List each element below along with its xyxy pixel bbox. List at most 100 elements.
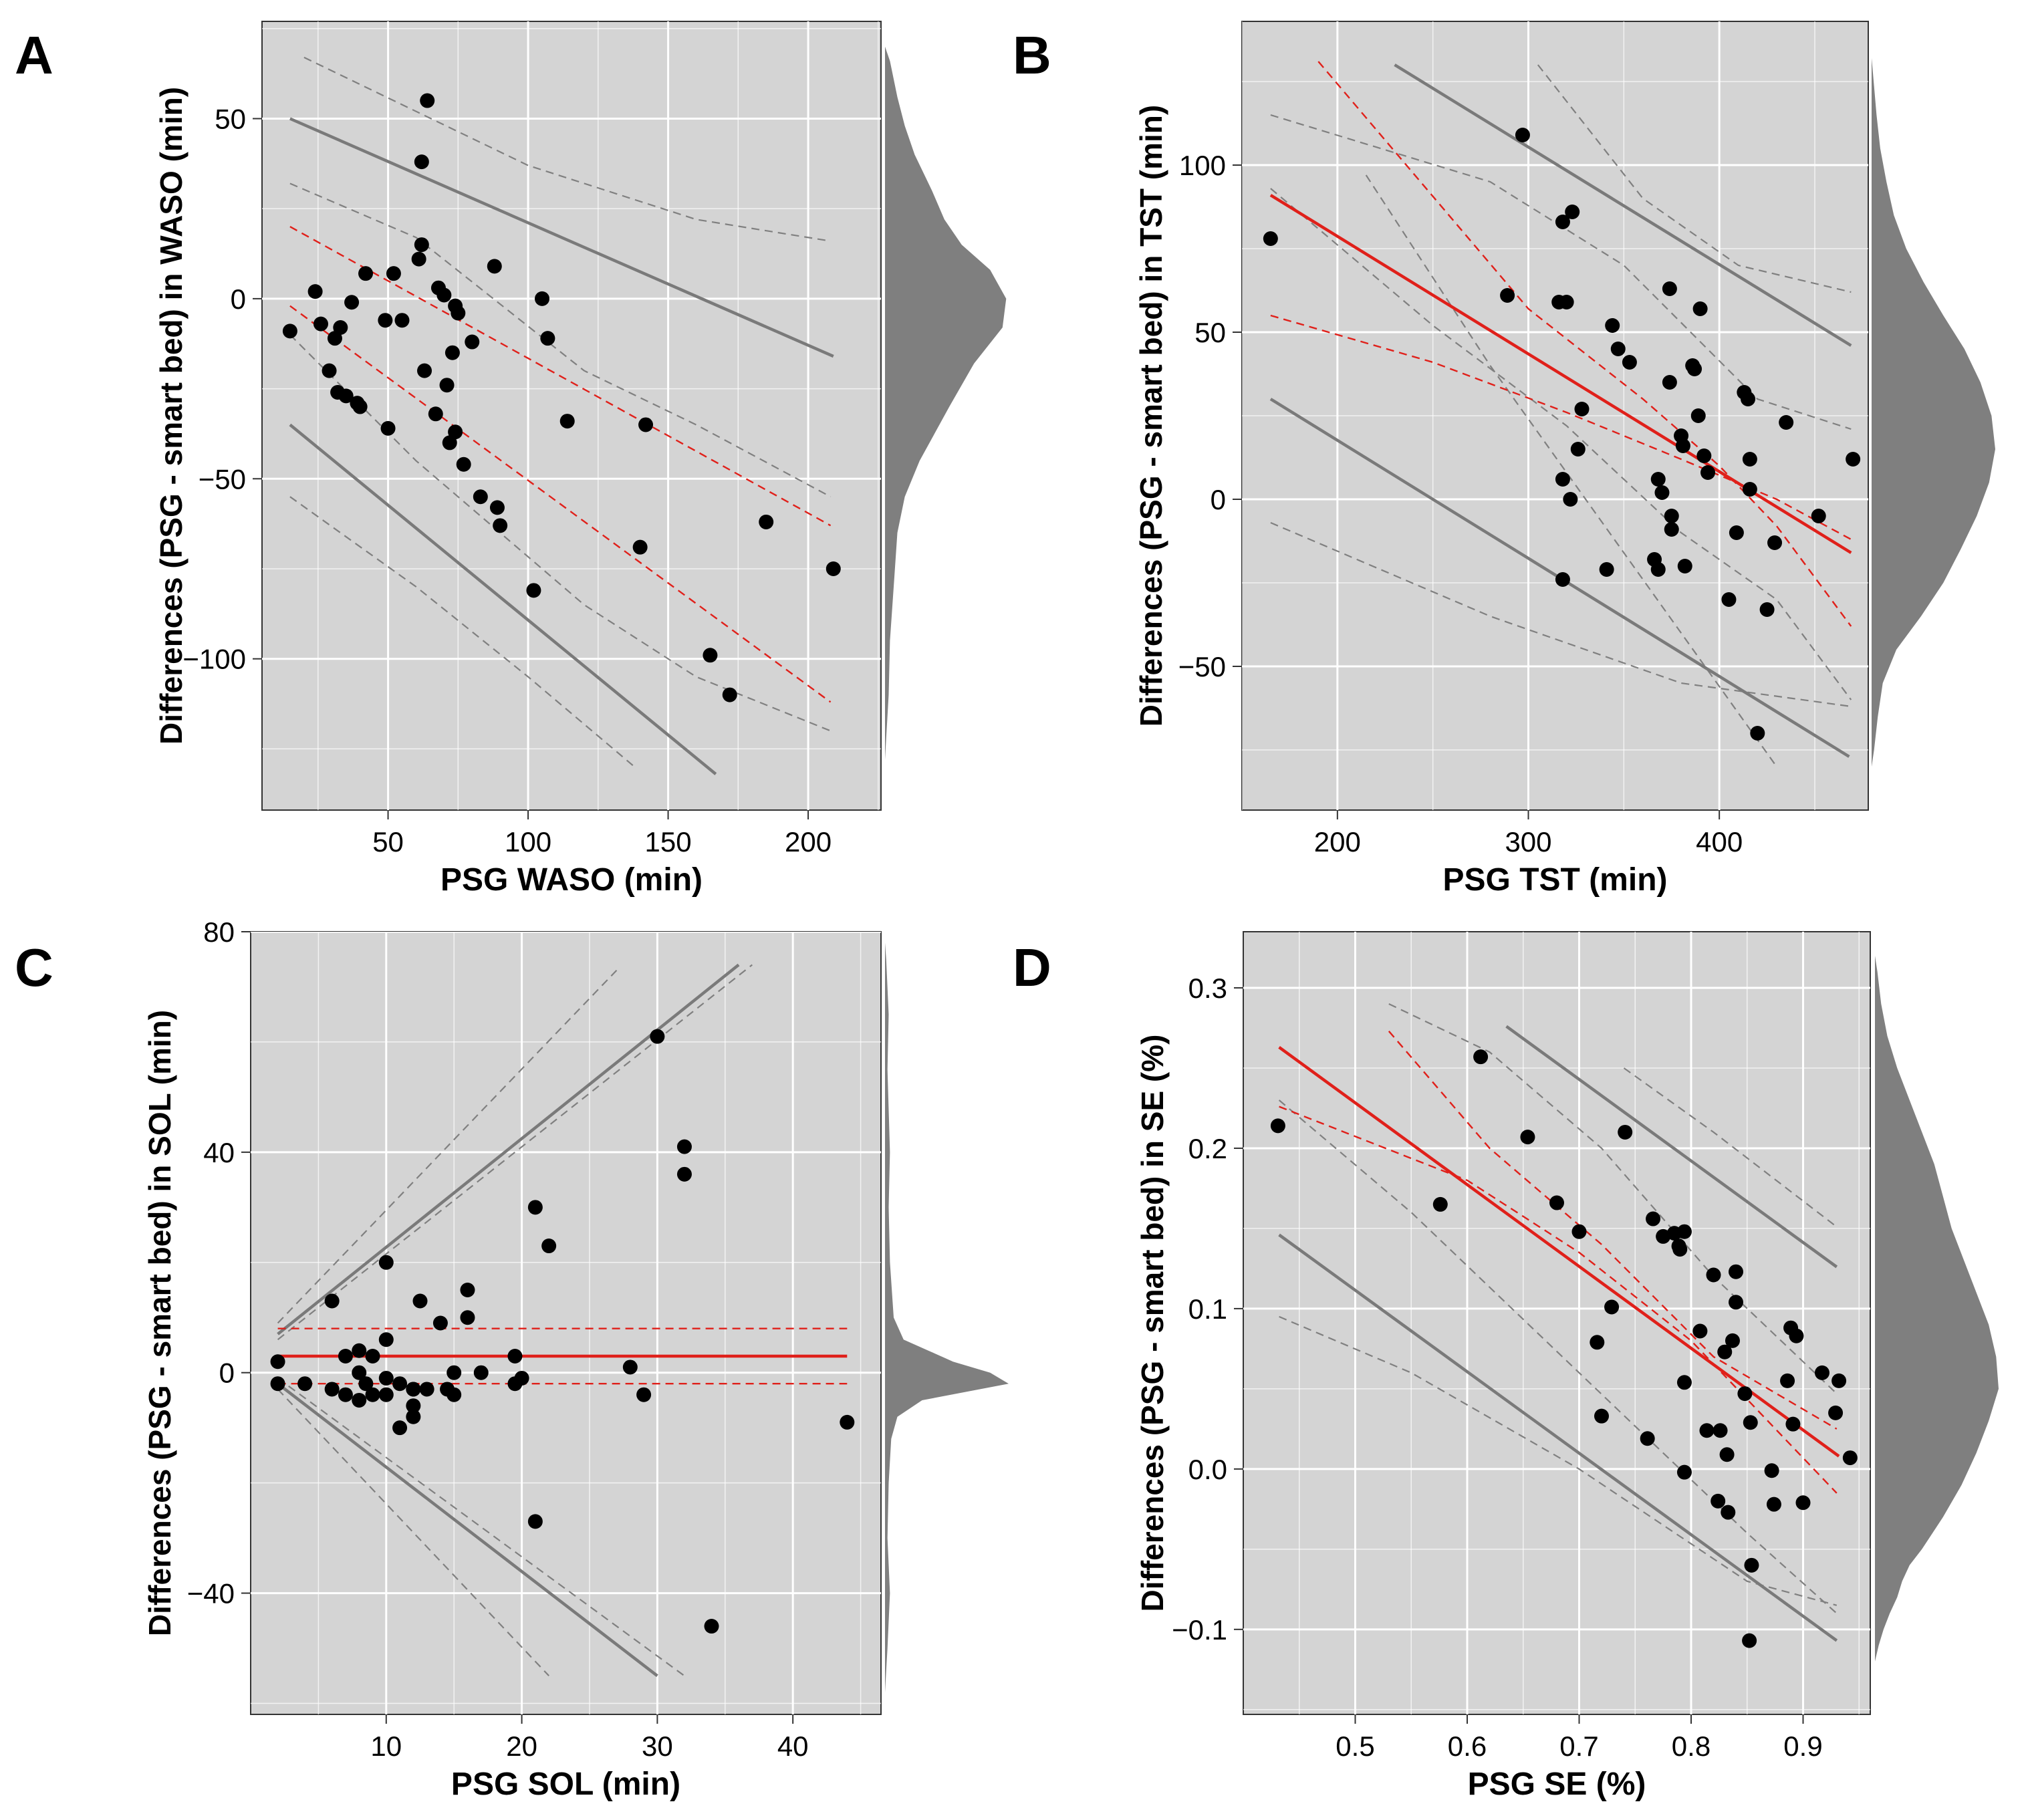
data-point bbox=[1664, 509, 1679, 523]
data-point bbox=[632, 539, 648, 555]
data-point bbox=[1559, 295, 1574, 309]
density-curve bbox=[1875, 956, 1999, 1662]
data-point bbox=[392, 1376, 408, 1392]
data-point bbox=[1692, 301, 1708, 316]
bias-ci-line bbox=[1279, 1106, 1838, 1494]
data-point bbox=[1717, 1344, 1733, 1359]
x-tick-label: 200 bbox=[785, 826, 832, 858]
y-tick-label: 0 bbox=[1211, 484, 1226, 515]
data-point bbox=[365, 1348, 380, 1363]
data-point bbox=[1677, 559, 1692, 573]
data-point bbox=[324, 1382, 340, 1397]
data-point bbox=[676, 1166, 692, 1182]
data-point bbox=[378, 313, 393, 328]
y-tick-label: 40 bbox=[203, 1137, 235, 1168]
data-point bbox=[535, 291, 550, 306]
data-point bbox=[1721, 592, 1737, 607]
x-tick-label: 0.6 bbox=[1448, 1730, 1487, 1762]
data-point bbox=[1842, 1450, 1858, 1466]
x-tick-label: 30 bbox=[642, 1730, 673, 1762]
data-point bbox=[352, 1365, 367, 1380]
data-point bbox=[1699, 1423, 1715, 1438]
panel-b: B 200 300 400 100 50 0 −50 PSG TST (min) Differen… bbox=[1013, 21, 1995, 898]
data-point bbox=[1828, 1405, 1844, 1420]
data-point bbox=[1574, 402, 1590, 416]
data-point bbox=[1675, 438, 1690, 453]
x-tick-label: 300 bbox=[1505, 826, 1551, 858]
data-point bbox=[1640, 1431, 1655, 1446]
data-point bbox=[1692, 1323, 1708, 1339]
data-point bbox=[1814, 1365, 1829, 1380]
y-tick-label: 80 bbox=[203, 916, 235, 948]
data-point bbox=[322, 363, 337, 378]
data-point bbox=[465, 334, 480, 350]
data-point bbox=[439, 378, 455, 393]
data-point bbox=[703, 648, 718, 663]
data-point bbox=[1676, 1224, 1692, 1239]
data-point bbox=[1650, 562, 1666, 577]
data-point bbox=[473, 1365, 489, 1380]
plot-content bbox=[1242, 21, 1868, 810]
data-point bbox=[1780, 1373, 1795, 1388]
data-point bbox=[840, 1414, 855, 1430]
data-point bbox=[352, 1392, 367, 1408]
x-axis-title: PSG TST (min) bbox=[1443, 862, 1668, 898]
y-tick-label: −100 bbox=[182, 644, 246, 675]
panel-letter: C bbox=[15, 938, 53, 997]
plot-content bbox=[251, 932, 881, 1714]
limit-ci-line bbox=[1279, 1315, 1838, 1606]
x-tick-label: 400 bbox=[1696, 826, 1743, 858]
y-tick-label: 0 bbox=[231, 283, 246, 315]
data-point bbox=[358, 266, 374, 281]
data-point bbox=[417, 363, 432, 378]
data-point bbox=[527, 1200, 543, 1215]
data-point bbox=[1741, 392, 1756, 406]
data-point bbox=[650, 1029, 665, 1044]
data-point bbox=[1618, 1124, 1633, 1140]
data-point bbox=[1767, 535, 1783, 550]
panel-a: A 50 100 150 200 50 0 −50 −100 PSG WASO (min) Diff… bbox=[15, 21, 1007, 898]
data-point bbox=[445, 345, 460, 360]
data-point bbox=[826, 561, 841, 576]
data-point bbox=[1555, 572, 1570, 587]
bias-ci-line bbox=[1270, 314, 1852, 541]
data-point bbox=[1432, 1196, 1448, 1212]
y-tick-label: 0.3 bbox=[1188, 972, 1227, 1004]
data-point bbox=[1725, 1333, 1740, 1348]
y-tick-label: −40 bbox=[187, 1578, 235, 1609]
limit-ci-line bbox=[277, 1388, 549, 1677]
data-point bbox=[460, 1283, 475, 1298]
y-axis-title: Differences (PSG - smart bed) in SOL (mi… bbox=[142, 1010, 177, 1636]
data-point bbox=[1664, 522, 1679, 537]
limit-ci-line bbox=[1623, 1067, 1838, 1228]
data-point bbox=[527, 1514, 543, 1529]
y-tick-label: 50 bbox=[1194, 317, 1226, 348]
data-point bbox=[1742, 452, 1757, 467]
data-point bbox=[540, 331, 555, 346]
bias-ci-line bbox=[289, 226, 832, 527]
limit-of-agreement-line bbox=[277, 963, 740, 1335]
data-point bbox=[473, 489, 488, 505]
data-point bbox=[406, 1382, 421, 1397]
data-point bbox=[1270, 1118, 1285, 1134]
data-point bbox=[1831, 1373, 1847, 1388]
data-point bbox=[1737, 1386, 1753, 1402]
limit-of-agreement-line bbox=[289, 423, 717, 775]
data-point bbox=[1811, 509, 1826, 523]
data-point bbox=[420, 93, 435, 108]
x-tick-label: 0.9 bbox=[1783, 1730, 1822, 1762]
y-tick-label: −50 bbox=[1178, 651, 1226, 682]
data-point bbox=[514, 1370, 529, 1386]
y-tick-label: −50 bbox=[199, 463, 246, 495]
data-point bbox=[327, 331, 342, 346]
y-tick-label: −0.1 bbox=[1172, 1614, 1227, 1646]
data-point bbox=[406, 1398, 421, 1414]
data-point bbox=[324, 1293, 340, 1309]
x-tick-label: 50 bbox=[372, 826, 404, 858]
data-point bbox=[432, 1315, 448, 1331]
data-point bbox=[313, 316, 328, 332]
data-point bbox=[378, 1255, 394, 1270]
data-point bbox=[1610, 342, 1626, 356]
data-point bbox=[1744, 1557, 1759, 1573]
